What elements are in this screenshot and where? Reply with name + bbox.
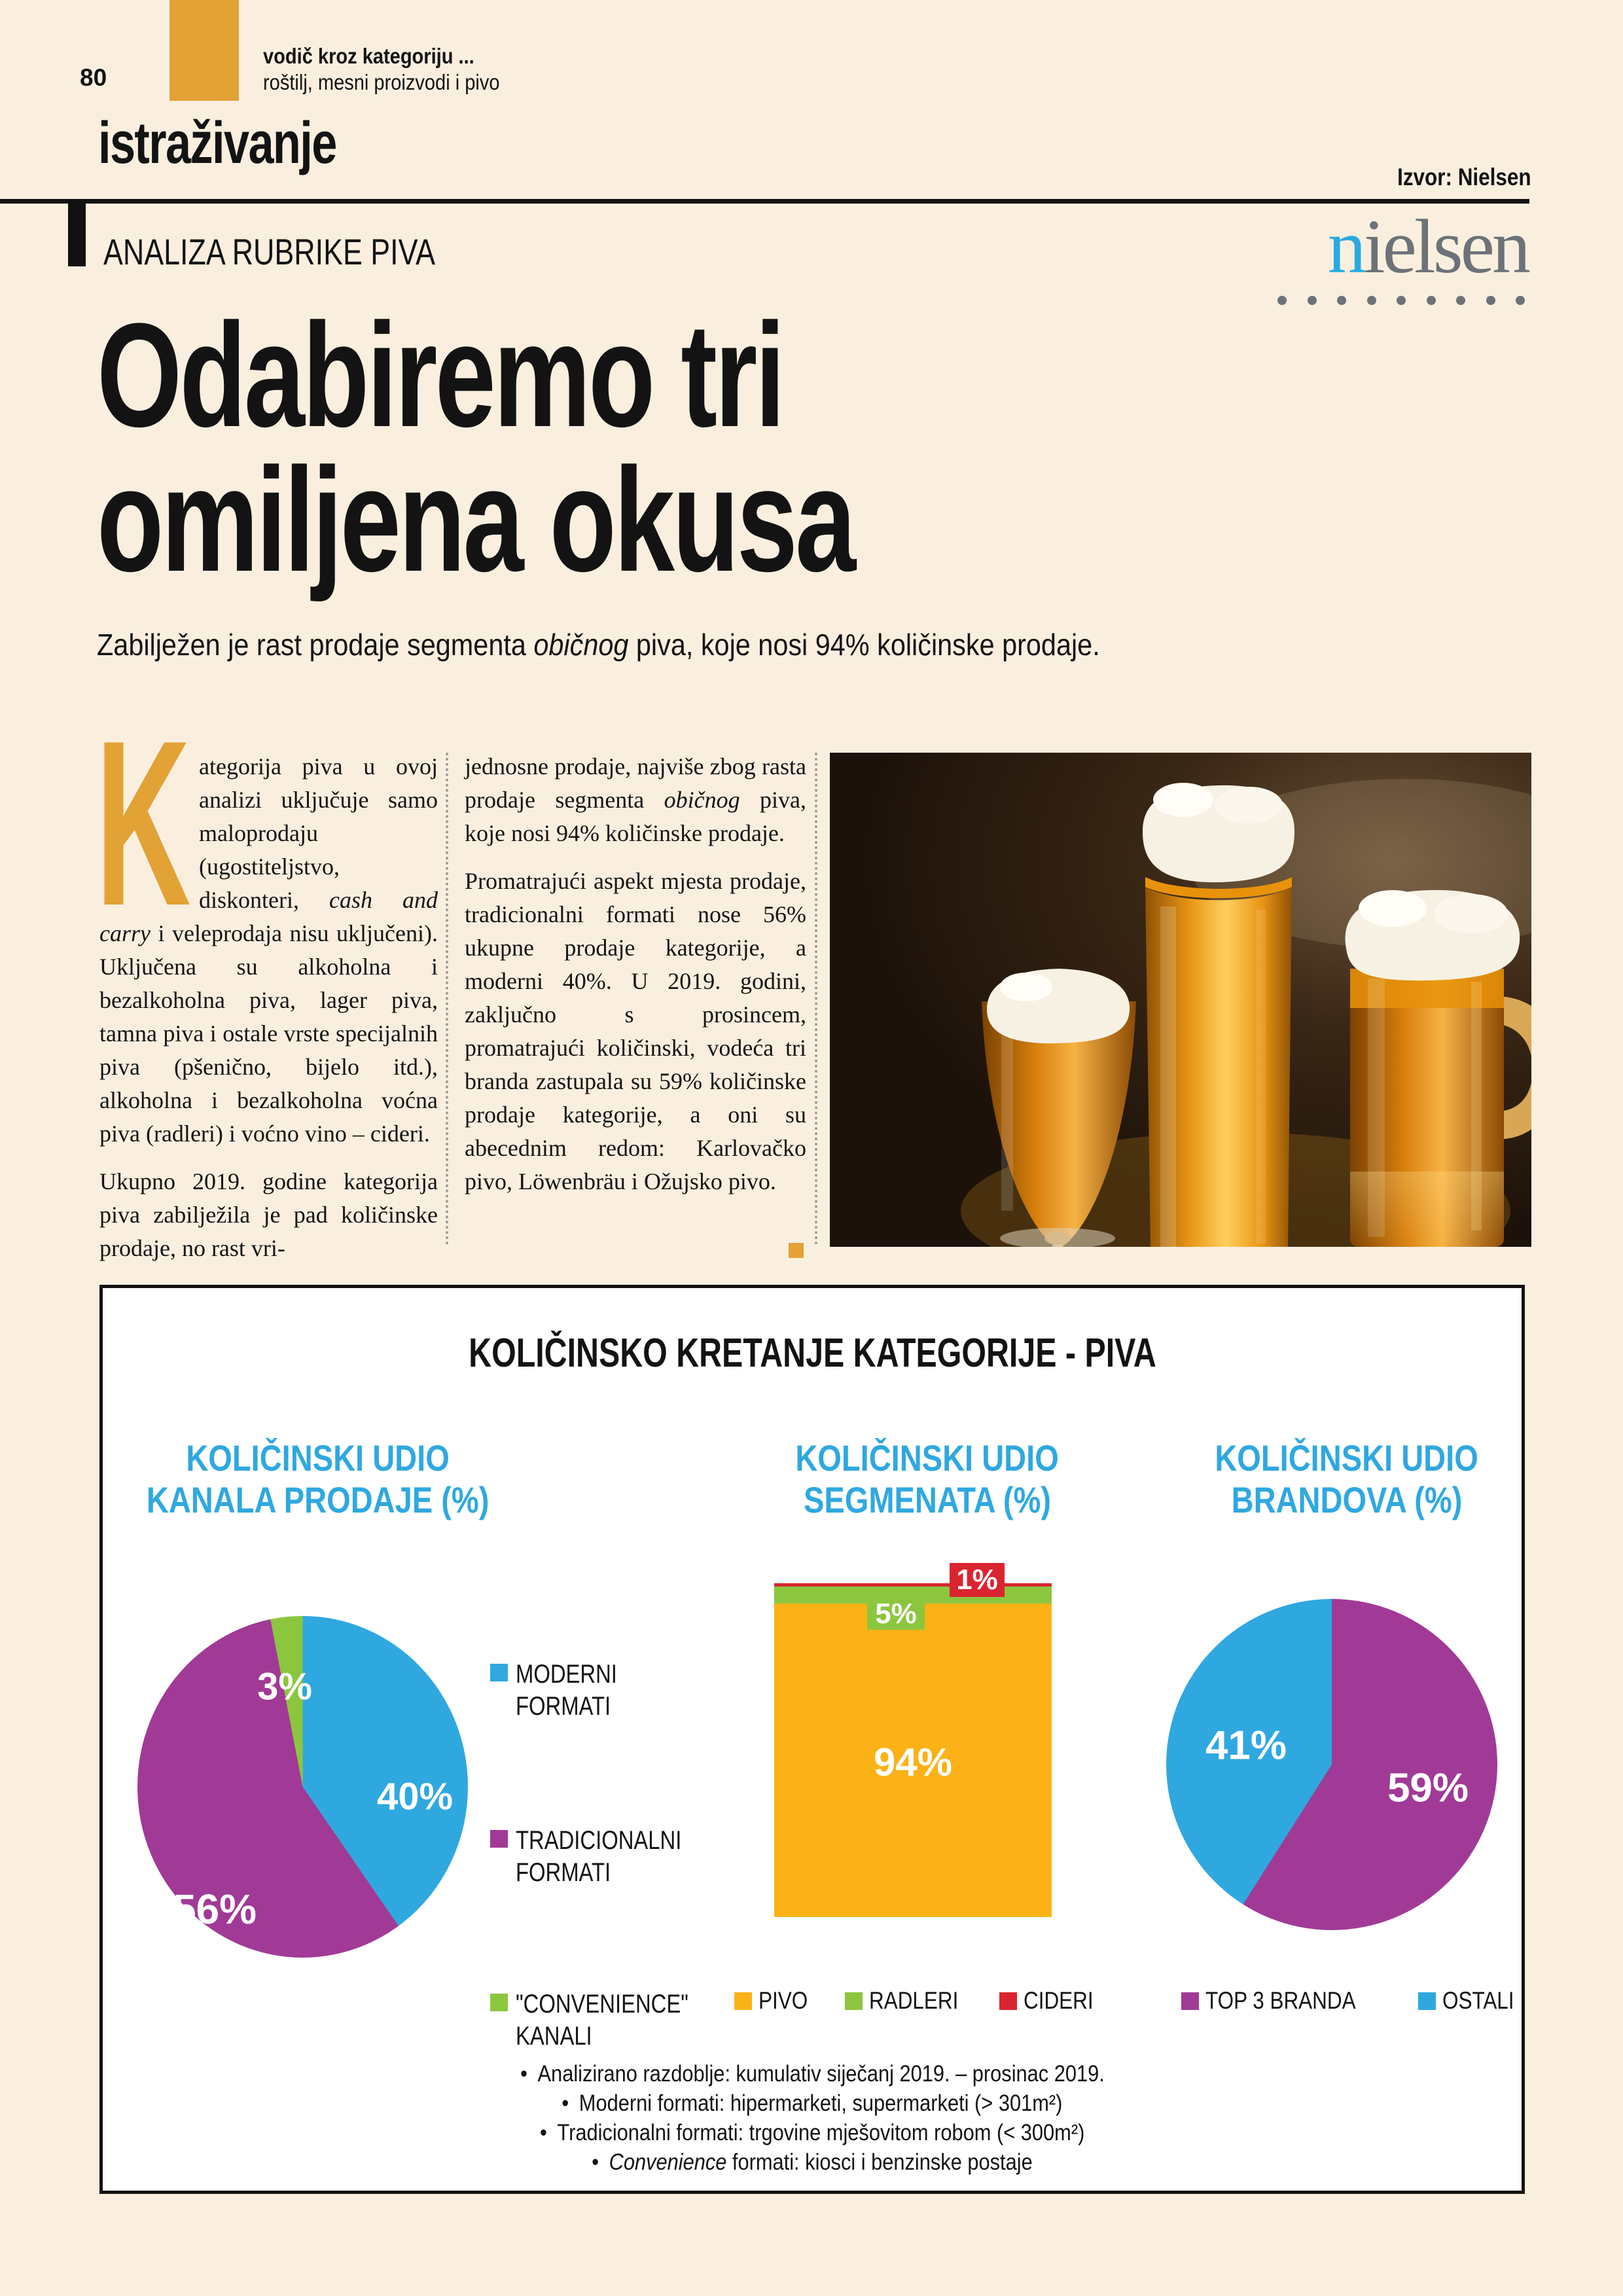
pie-label-ostali: 41% (1205, 1723, 1287, 1768)
rubric-label: ANALIZA RUBRIKE PIVA (103, 231, 436, 272)
legend-swatch-ostali (1418, 1992, 1436, 2010)
chart-panel-title: KOLIČINSKO KRETANJE KATEGORIJE - PIVA (468, 1331, 1156, 1376)
column-separator (815, 753, 817, 1245)
bar-segment-cideri (774, 1583, 1052, 1587)
body-column-2: jednosne prodaje, najviše zbog rasta pro… (465, 750, 806, 1267)
footnote: • Moderni formati: hipermarketi, supermar… (562, 2090, 1063, 2116)
beer-photo (830, 753, 1531, 1247)
source-credit: Izvor: Nielsen (1397, 164, 1531, 190)
header-rule (0, 199, 1529, 204)
paragraph: Ukupno 2019. godine kategorija piva zabi… (99, 1168, 438, 1261)
issue-kicker: vodič kroz kategoriju ... roštilj, mesni… (263, 43, 532, 96)
article-end-mark (789, 1243, 804, 1258)
legend-swatch-radleri (845, 1992, 863, 2010)
legend-item-moderni: MODERNI FORMATI (490, 1659, 765, 1723)
paragraph: ategorija piva u ovoj analizi uključuje … (99, 753, 438, 1147)
chart2-heading: KOLIČINSKI UDIO SEGMENATA (%) (795, 1437, 1060, 1520)
page-number: 80 (80, 64, 107, 91)
paragraph: jednosne prodaje, najviše zbog rasta pro… (465, 753, 806, 846)
bar-segment-pivo (774, 1603, 1052, 1917)
legend-swatch-moderni (490, 1664, 508, 1681)
legend-swatch-top3 (1181, 1992, 1199, 2010)
nielsen-logo-blue-n: n (1327, 204, 1366, 289)
kicker-title: vodič kroz kategoriju ... (263, 44, 474, 68)
section-title: istraživanje (98, 111, 337, 176)
legend-swatch-pivo (734, 1992, 752, 2010)
pie-label-top3: 59% (1387, 1765, 1469, 1811)
legend-swatch-convenience (490, 1994, 508, 2011)
footnote: • Analizirano razdoblje: kumulativ siječa… (520, 2061, 1105, 2087)
stacked-bar-segments (774, 1583, 1052, 1917)
legend-swatch-tradicionalni (490, 1830, 508, 1848)
legend-item-top3-branda: TOP 3 BRANDA (1181, 1987, 1382, 2015)
legend-item-ostali: OSTALI (1418, 1987, 1527, 2015)
pie-chart-brands: 41% 59% (1166, 1599, 1497, 1930)
footnote: • Convenience formati: kiosci i benzinske… (592, 2149, 1033, 2175)
bar-label-cideri: 1% (950, 1563, 1005, 1597)
chart-panel: KOLIČINSKO KRETANJE KATEGORIJE - PIVA KO… (99, 1285, 1525, 2194)
beer-photo-graphic (830, 753, 1531, 1247)
legend-item-convenience: "CONVENIENCE" KANALI (490, 1988, 765, 2053)
drop-cap: K (96, 692, 191, 955)
legend-item-pivo: PIVO (734, 1987, 816, 2015)
legend-item-cideri: CIDERI (999, 1987, 1105, 2015)
bar-label-pivo: 94% (873, 1740, 953, 1784)
pie-chart-channels: 3% 40% 56% (137, 1616, 468, 1958)
chart3-heading: KOLIČINSKI UDIO BRANDOVA (%) (1215, 1437, 1479, 1520)
column-separator (446, 753, 448, 1245)
article-lead: Zabilježen je rast prodaje segmenta obič… (97, 628, 1100, 662)
rubric-tick (68, 204, 86, 266)
pie-label-tradicionalni: 56% (172, 1886, 257, 1933)
pie-label-moderni: 40% (376, 1775, 454, 1818)
bar-label-radleri: 5% (867, 1598, 925, 1630)
nielsen-logo-dots (1277, 296, 1525, 305)
gold-corner-block (169, 0, 239, 101)
chart-footnotes: • Analizirano razdoblje: kumulativ siječa… (103, 2059, 1522, 2177)
kicker-subtitle: roštilj, mesni proizvodi i pivo (263, 70, 500, 94)
pie-label-convenience: 3% (257, 1665, 312, 1708)
legend-item-radleri: RADLERI (845, 1987, 974, 2015)
paragraph: Promatrajući aspekt mjesta prodaje, trad… (465, 868, 806, 1194)
legend-swatch-cideri (999, 1992, 1017, 2010)
footnote: • Tradicionalni formati: trgovine mješovi… (539, 2120, 1085, 2145)
article-title: Odabiremo tri omiljena okusa (97, 292, 856, 602)
body-column-1: ategorija piva u ovoj analizi uključuje … (99, 750, 438, 1267)
nielsen-logo: nielsen (1327, 204, 1531, 289)
chart1-heading: KOLIČINSKI UDIO KANALA PRODAJE (%) (147, 1437, 490, 1520)
legend-item-tradicionalni: TRADICIONALNI FORMATI (490, 1825, 765, 1889)
